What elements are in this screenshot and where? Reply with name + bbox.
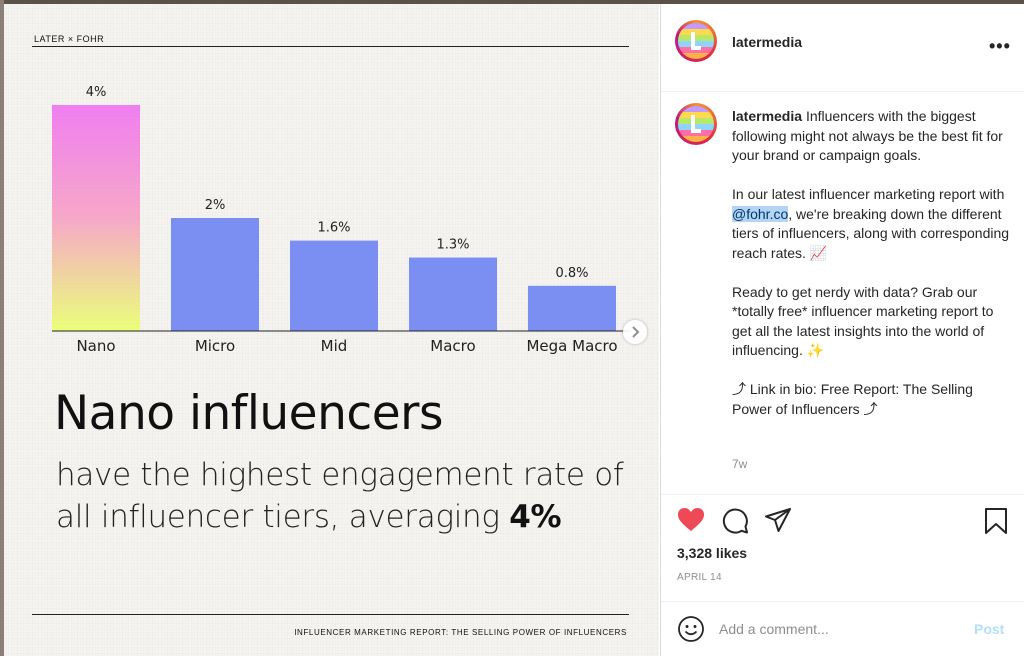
post-side-panel: latermedia ••• latermedia Influencers wi… (660, 4, 1024, 656)
headline: Nano influencers (54, 386, 443, 441)
comment-input[interactable] (719, 618, 959, 640)
header-username[interactable]: latermedia (732, 34, 803, 50)
subline-text: have the highest engagement rate of all … (56, 457, 624, 535)
top-rule (32, 46, 629, 47)
bar-mid (290, 240, 378, 331)
post-caption: latermedia Influencers with the biggest … (732, 107, 1016, 439)
category-label: Nano (76, 337, 115, 355)
next-slide-button[interactable] (623, 320, 647, 344)
subline-emphasis: 4% (509, 499, 562, 535)
avatar-image (678, 23, 714, 59)
caption-p2-before: In our latest influencer marketing repor… (732, 186, 1005, 202)
report-footer: INFLUENCER MARKETING REPORT: THE SELLING… (294, 628, 627, 637)
bar-macro (409, 257, 497, 331)
engagement-bar-chart: 4% Nano 2% Micro 1.6% Mid 1.3% Macro 0.8% Mega Ma… (52, 85, 631, 355)
category-label: Micro (195, 337, 235, 355)
caption-p3: Ready to get nerdy with data? Grab our *… (732, 283, 994, 359)
caption-intro: Influencers with the biggest following m… (732, 108, 1003, 163)
share-icon[interactable] (764, 507, 792, 533)
bar-value-label: 1.6% (317, 221, 350, 236)
bar-value-label: 1.3% (436, 238, 469, 253)
comment-icon[interactable] (721, 507, 749, 535)
actions-divider (661, 494, 1024, 495)
bar-value-label: 2% (205, 198, 226, 213)
window-top-edge (0, 0, 1024, 4)
caption-avatar-image (678, 106, 714, 142)
mention-link[interactable]: @fohr.co (732, 205, 789, 222)
bottom-rule (32, 614, 629, 615)
post-comment-button[interactable]: Post (974, 621, 1005, 637)
likes-count[interactable]: 3,328 likes (677, 545, 748, 561)
more-options-icon[interactable]: ••• (989, 36, 1011, 56)
post-header: latermedia ••• (661, 4, 1024, 92)
caption-p2-after: , we're breaking down the different tier… (732, 205, 1010, 261)
bar-nano (52, 105, 140, 331)
bar-value-label: 0.8% (555, 266, 588, 281)
post-image: LATER × FOHR 4% Nano 2% Micro 1.6% Mid 1.3% Mac… (4, 4, 659, 656)
caption-username[interactable]: latermedia (732, 108, 803, 124)
avatar[interactable] (675, 20, 717, 62)
bar-mega-macro (528, 285, 616, 331)
caption-p4: ⤴ Link in bio: Free Report: The Selling … (732, 381, 973, 417)
time-ago[interactable]: 7w (732, 457, 748, 471)
post-date: APRIL 14 (677, 572, 722, 583)
category-label: Macro (430, 337, 475, 355)
window-left-edge (0, 0, 4, 656)
brand-label: LATER × FOHR (34, 34, 105, 44)
category-label: Mega Macro (526, 337, 617, 355)
caption-avatar[interactable] (675, 103, 717, 145)
heart-icon[interactable] (677, 507, 705, 533)
comment-bar: Post (661, 601, 1024, 657)
bar-micro (171, 218, 259, 331)
bookmark-icon[interactable] (984, 507, 1008, 535)
subline: have the highest engagement rate of all … (56, 454, 636, 538)
emoji-icon[interactable] (677, 615, 705, 643)
chevron-right-icon (632, 326, 640, 338)
bar-value-label: 4% (86, 85, 107, 100)
category-label: Mid (321, 337, 348, 355)
